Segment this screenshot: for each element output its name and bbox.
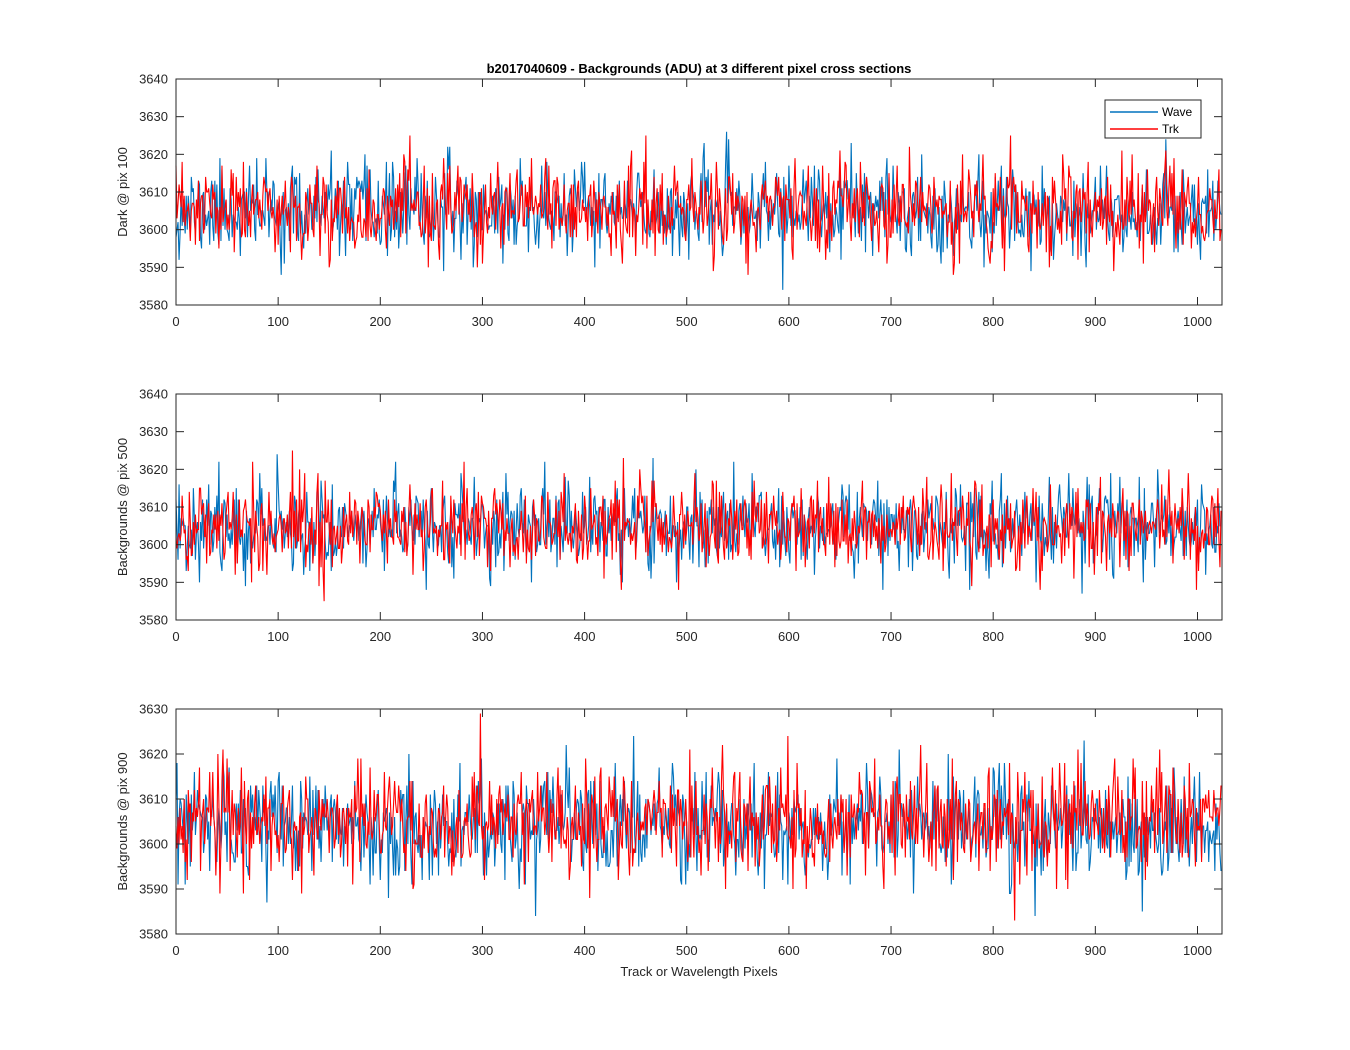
y-tick-label: 3590 <box>139 882 168 897</box>
x-tick-label: 1000 <box>1183 629 1212 644</box>
x-tick-label: 200 <box>369 629 391 644</box>
x-tick-label: 800 <box>982 314 1004 329</box>
x-tick-label: 400 <box>574 629 596 644</box>
y-tick-label: 3600 <box>139 222 168 237</box>
y-tick-label: 3640 <box>139 72 168 87</box>
y-tick-label: 3600 <box>139 537 168 552</box>
series-line-trk <box>175 135 1222 275</box>
y-axis-label: Backgrounds @ pix 500 <box>115 438 130 576</box>
y-tick-label: 3590 <box>139 260 168 275</box>
x-tick-label: 200 <box>369 314 391 329</box>
y-tick-label: 3610 <box>139 500 168 515</box>
y-tick-label: 3610 <box>139 792 168 807</box>
y-tick-label: 3580 <box>139 927 168 942</box>
x-tick-label: 400 <box>574 314 596 329</box>
x-tick-label: 600 <box>778 629 800 644</box>
legend-label-trk: Trk <box>1162 122 1180 136</box>
x-tick-label: 900 <box>1084 943 1106 958</box>
x-tick-label: 700 <box>880 943 902 958</box>
y-tick-label: 3600 <box>139 837 168 852</box>
y-tick-label: 3580 <box>139 298 168 313</box>
x-tick-label: 600 <box>778 314 800 329</box>
legend-label-wave: Wave <box>1162 105 1193 119</box>
y-tick-label: 3640 <box>139 387 168 402</box>
series-line-trk <box>175 713 1222 921</box>
panel-backgrounds-pix-900: 0 100 200 300 400 500 600 700 800 900 1000 3580 3590… <box>115 702 1223 958</box>
x-tick-label: 100 <box>267 314 289 329</box>
x-tick-label: 0 <box>172 943 179 958</box>
y-tick-label: 3630 <box>139 424 168 439</box>
x-tick-label: 100 <box>267 629 289 644</box>
x-tick-label: 0 <box>172 314 179 329</box>
y-axis-label: Backgrounds @ pix 900 <box>115 752 130 890</box>
legend: Wave Trk <box>1104 99 1202 139</box>
panel-dark-pix-100: 0 100 200 300 400 500 600 700 800 900 1000 3580 3590… <box>115 72 1223 329</box>
x-tick-label: 600 <box>778 943 800 958</box>
x-tick-label: 700 <box>880 314 902 329</box>
x-tick-label: 0 <box>172 629 179 644</box>
x-tick-label: 300 <box>472 629 494 644</box>
x-tick-label: 1000 <box>1183 943 1212 958</box>
y-axis-label: Dark @ pix 100 <box>115 147 130 237</box>
x-tick-label: 800 <box>982 943 1004 958</box>
series-line-trk <box>175 450 1222 602</box>
y-tick-label: 3610 <box>139 185 168 200</box>
x-tick-label: 200 <box>369 943 391 958</box>
axes-box <box>175 708 1223 935</box>
y-tick-label: 3620 <box>139 462 168 477</box>
x-tick-label: 300 <box>472 943 494 958</box>
figure-title: b2017040609 - Backgrounds (ADU) at 3 dif… <box>487 61 912 76</box>
y-tick-label: 3580 <box>139 613 168 628</box>
y-tick-label: 3590 <box>139 575 168 590</box>
x-tick-label: 900 <box>1084 629 1106 644</box>
x-tick-label: 400 <box>574 943 596 958</box>
x-tick-label: 500 <box>676 943 698 958</box>
legend-box <box>1104 99 1202 139</box>
x-tick-label: 500 <box>676 314 698 329</box>
x-tick-label: 800 <box>982 629 1004 644</box>
x-tick-label: 1000 <box>1183 314 1212 329</box>
y-tick-label: 3620 <box>139 147 168 162</box>
x-tick-label: 300 <box>472 314 494 329</box>
x-tick-label: 700 <box>880 629 902 644</box>
panel-backgrounds-pix-500: 0 100 200 300 400 500 600 700 800 900 1000 3580 3590… <box>115 387 1223 644</box>
x-tick-label: 900 <box>1084 314 1106 329</box>
x-tick-label: 500 <box>676 629 698 644</box>
y-tick-label: 3630 <box>139 109 168 124</box>
y-tick-label: 3630 <box>139 702 168 717</box>
x-axis-label: Track or Wavelength Pixels <box>620 964 778 979</box>
x-tick-label: 100 <box>267 943 289 958</box>
y-tick-label: 3620 <box>139 747 168 762</box>
